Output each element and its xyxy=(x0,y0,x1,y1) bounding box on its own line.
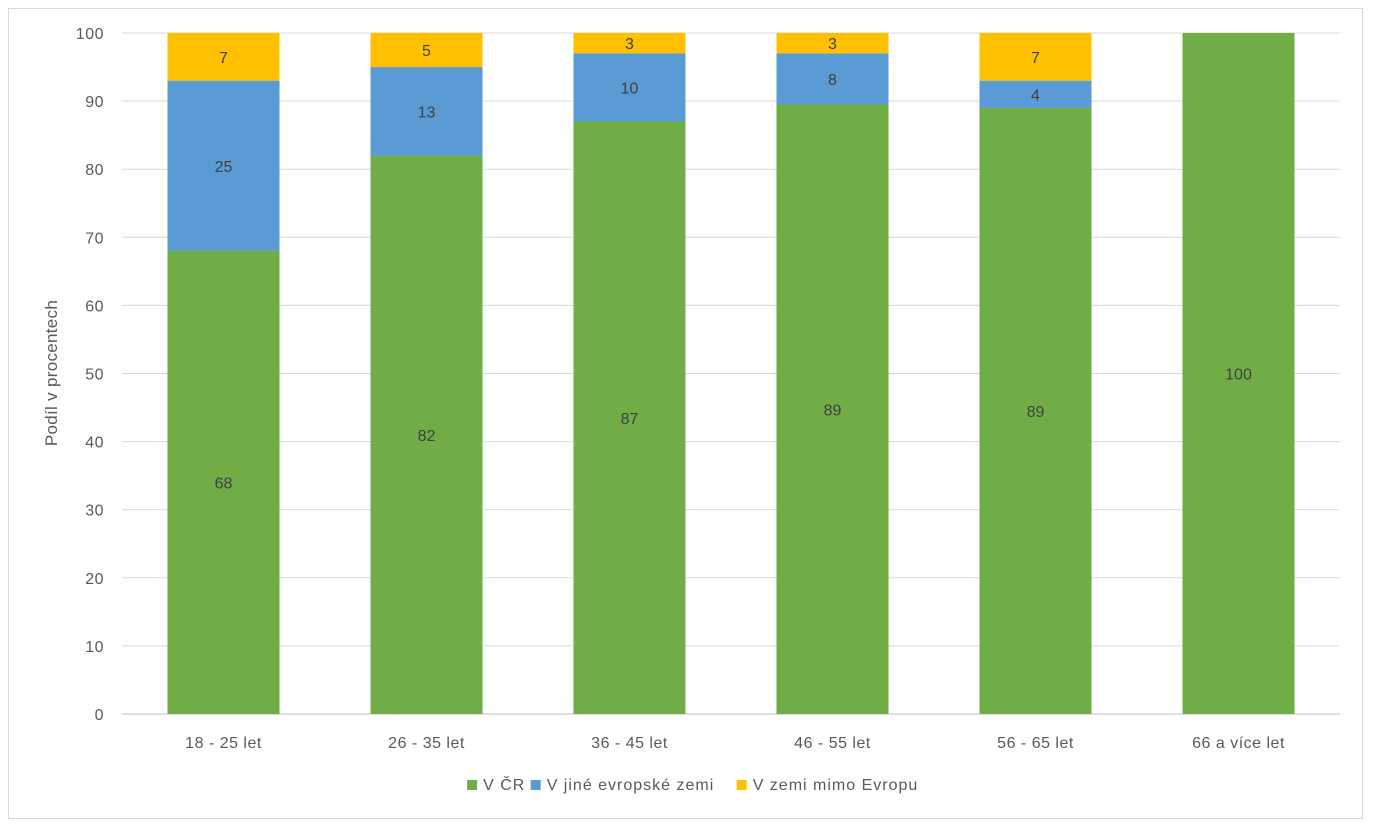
y-axis-label: Podíl v procentech xyxy=(42,300,61,446)
bar-segment xyxy=(776,104,889,714)
bar-segment xyxy=(370,33,483,68)
gridlines xyxy=(122,32,1340,715)
x-tick-label: 18 - 25 let xyxy=(185,735,262,752)
x-axis: 18 - 25 let 26 - 35 let 36 - 45 let 46 - 55… xyxy=(185,735,1285,752)
data-label: 5 xyxy=(422,43,431,60)
bar-segment xyxy=(573,33,686,54)
data-label: 8 xyxy=(828,72,837,89)
x-tick-label: 36 - 45 let xyxy=(591,735,668,752)
y-tick-label: 90 xyxy=(85,94,104,111)
bars: 68 25 7 82 13 5 87 10 3 89 8 3 89 4 7 100 xyxy=(167,33,1295,715)
data-label: 7 xyxy=(1031,50,1040,67)
data-label: 4 xyxy=(1031,87,1040,104)
data-label: 25 xyxy=(215,159,233,176)
y-axis: 0 10 20 30 40 50 60 70 80 90 100 xyxy=(76,26,104,724)
y-tick-label: 20 xyxy=(85,571,104,588)
y-tick-label: 60 xyxy=(85,298,104,315)
data-label: 3 xyxy=(828,36,837,53)
legend-swatch xyxy=(736,780,747,790)
x-tick-label: 26 - 35 let xyxy=(388,735,465,752)
y-tick-label: 80 xyxy=(85,162,104,179)
data-label: 13 xyxy=(418,104,436,121)
data-label: 100 xyxy=(1225,367,1252,384)
y-tick-label: 10 xyxy=(85,639,104,656)
x-tick-label: 46 - 55 let xyxy=(794,735,871,752)
bar-segment xyxy=(370,155,483,714)
y-tick-label: 30 xyxy=(85,503,104,520)
legend-label: V jiné evropské zemi xyxy=(547,777,715,794)
data-label: 82 xyxy=(418,428,436,445)
bar-segment xyxy=(979,107,1092,714)
data-label: 87 xyxy=(621,411,639,428)
y-tick-label: 70 xyxy=(85,230,104,247)
data-label: 7 xyxy=(219,50,228,67)
y-tick-label: 50 xyxy=(85,367,104,384)
y-tick-label: 40 xyxy=(85,435,104,452)
data-label: 3 xyxy=(625,36,634,53)
bar-segment xyxy=(167,33,280,81)
legend: V ČR V jiné evropské zemi V zemi mimo Evro… xyxy=(467,775,919,794)
bar-segment xyxy=(979,33,1092,81)
bar-segment xyxy=(167,250,280,715)
legend-swatch xyxy=(530,780,541,790)
bar-segment xyxy=(167,80,280,251)
bar-segment xyxy=(370,67,483,156)
data-label: 89 xyxy=(1027,404,1045,421)
y-tick-label: 0 xyxy=(95,707,104,724)
bar-segment xyxy=(776,33,889,54)
bar-segment xyxy=(979,80,1092,108)
legend-label: V zemi mimo Evropu xyxy=(753,777,919,794)
data-label: 68 xyxy=(215,475,233,492)
legend-swatch xyxy=(467,780,478,790)
bar-segment xyxy=(1182,33,1295,714)
legend-label: V ČR xyxy=(483,775,525,794)
bar-segment xyxy=(776,53,889,105)
bar-segment xyxy=(573,121,686,714)
data-label: 89 xyxy=(824,402,842,419)
bar-segment xyxy=(573,53,686,122)
x-tick-label: 66 a více let xyxy=(1192,735,1285,752)
data-label: 10 xyxy=(621,80,639,97)
y-tick-label: 100 xyxy=(76,26,104,43)
x-tick-label: 56 - 65 let xyxy=(997,735,1074,752)
